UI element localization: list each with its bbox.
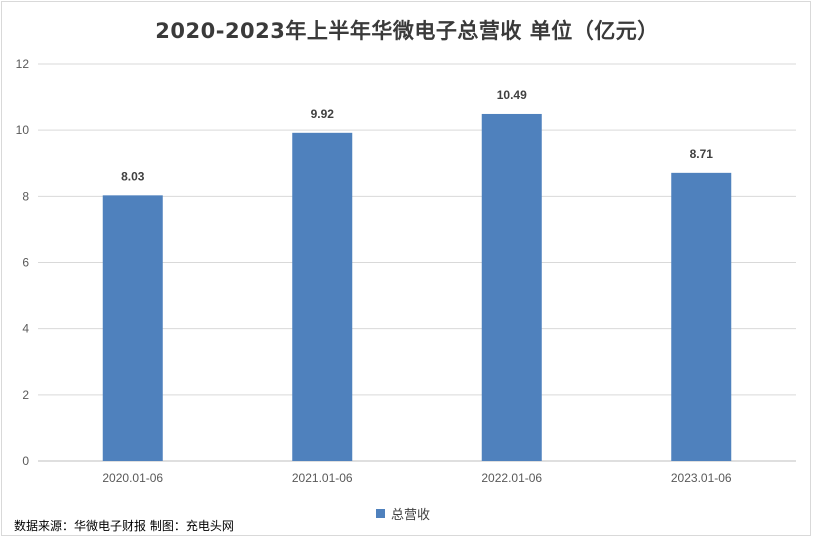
y-tick-label: 10 [16,123,30,137]
data-label: 8.71 [690,147,714,161]
bar [102,195,163,462]
y-tick-label: 12 [16,57,30,71]
legend-label: 总营收 [391,508,431,523]
x-tick-label: 2021.01-06 [292,471,353,485]
y-tick-label: 0 [22,454,29,468]
bar [671,172,732,461]
bar [481,113,542,461]
source-note: 数据来源：华微电子财报 制图：充电头网 [14,519,234,533]
bar [292,132,353,461]
data-label: 10.49 [497,88,527,102]
legend-swatch [376,509,385,518]
x-tick-label: 2020.01-06 [102,471,163,485]
y-tick-label: 4 [22,322,29,336]
data-label: 8.03 [121,169,145,183]
chart-title: 2020-2023年上半年华微电子总营收 单位（亿元） [155,19,659,43]
y-tick-label: 8 [22,189,29,203]
y-tick-label: 2 [22,388,29,402]
legend: 总营收 [376,504,430,523]
data-label: 9.92 [311,107,335,121]
x-tick-label: 2022.01-06 [481,471,542,485]
x-tick-label: 2023.01-06 [671,471,732,485]
y-tick-label: 6 [22,256,29,270]
